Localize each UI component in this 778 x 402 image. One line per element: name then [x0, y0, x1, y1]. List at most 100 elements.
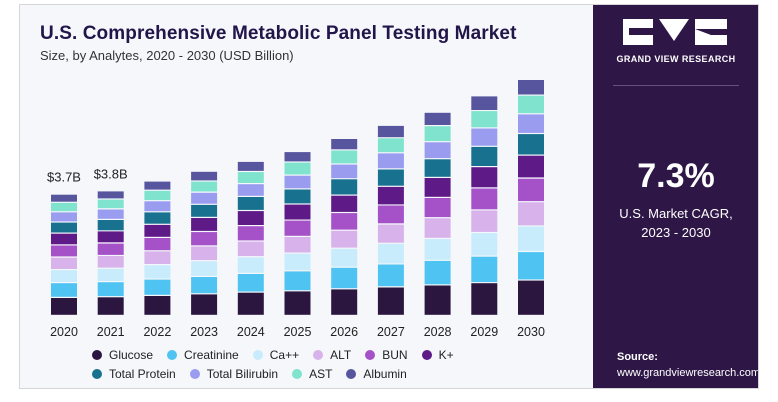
bar-segment-2020-ast	[51, 202, 77, 212]
cagr-label-line1: U.S. Market CAGR,	[619, 206, 733, 221]
bar-segment-2025-albumin	[284, 152, 311, 162]
bar-segment-2025-k-	[284, 204, 311, 220]
chart-panel: U.S. Comprehensive Metabolic Panel Testi…	[20, 5, 593, 388]
legend-item-alt: ALT	[313, 348, 351, 362]
bar-segment-2026-creatinine	[331, 267, 358, 289]
bar-segment-2027-creatinine	[377, 264, 404, 287]
bar-segment-2026-bun	[331, 213, 358, 230]
bar-segment-2023-creatinine	[191, 277, 218, 294]
bar-segment-2025-ca-	[284, 253, 311, 271]
bar-segment-2027-total-bilirubin	[377, 153, 404, 169]
legend-item-total-protein: Total Protein	[92, 367, 176, 381]
legend-label: Glucose	[109, 348, 154, 362]
bar-segment-2022-bun	[144, 238, 171, 251]
bar-segment-2030-creatinine	[518, 252, 544, 280]
bar-segment-2027-total-protein	[377, 169, 404, 186]
bar-segment-2021-ca-	[97, 268, 124, 281]
bar-segment-2023-total-protein	[191, 204, 218, 217]
bar-segment-2023-ca-	[191, 261, 218, 276]
bar-segment-2028-ca-	[424, 239, 451, 260]
bar-segment-2024-k-	[237, 211, 264, 225]
x-tick-label: 2026	[330, 325, 358, 339]
bar-segment-2021-total-protein	[97, 220, 124, 231]
legend-item-ast: AST	[292, 367, 332, 381]
bar-segment-2030-ast	[518, 95, 544, 114]
bar-segment-2023-bun	[191, 232, 218, 246]
bar-segment-2027-ast	[377, 138, 404, 153]
bar-segment-2020-glucose	[51, 298, 77, 315]
bar-segment-2026-ca-	[331, 248, 358, 267]
bar-segment-2020-total-bilirubin	[51, 212, 77, 222]
bar-segment-2022-alt	[144, 251, 171, 264]
legend-swatch	[92, 369, 102, 379]
bar-segment-2024-total-protein	[237, 197, 264, 210]
bar-segment-2024-alt	[237, 241, 264, 257]
bar-segment-2029-bun	[471, 188, 498, 210]
legend-swatch	[167, 350, 178, 360]
bar-segment-2028-ast	[424, 126, 451, 142]
bar-segment-2030-ca-	[518, 226, 544, 251]
bar-segment-2022-ca-	[144, 265, 171, 279]
x-tick-label: 2023	[190, 325, 218, 339]
legend-swatch	[189, 369, 200, 379]
legend-swatch	[365, 350, 376, 360]
legend-item-creatinine: Creatinine	[167, 348, 239, 362]
x-tick-label: 2030	[517, 325, 545, 339]
bar-segment-2023-ast	[191, 181, 218, 192]
legend-label: Total Bilirubin	[206, 367, 279, 381]
stacked-bar-chart: 2020 2021 2022 2023 2024 2025 2026 2027 2028 2029…	[47, 80, 545, 339]
bar-segment-2022-creatinine	[144, 279, 171, 295]
bar-segment-2026-glucose	[331, 289, 358, 315]
bar-segment-2024-creatinine	[237, 274, 264, 292]
bar-segment-2028-glucose	[424, 285, 451, 315]
bar-segment-2021-k-	[97, 231, 124, 243]
bar-segment-2022-total-bilirubin	[144, 201, 171, 212]
cagr-label-line2: 2023 - 2030	[641, 225, 711, 240]
source-url[interactable]: www.grandviewresearch.com	[617, 367, 759, 379]
cagr-label: U.S. Market CAGR, 2023 - 2030	[593, 204, 758, 242]
bar-segment-2022-albumin	[144, 181, 171, 190]
bar-segment-2028-creatinine	[424, 260, 451, 285]
bar-segment-2026-albumin	[331, 139, 358, 150]
bar-segment-2029-ca-	[471, 233, 498, 256]
x-tick-label: 2025	[284, 325, 312, 339]
bar-segment-2021-glucose	[97, 297, 124, 315]
legend-row-1: Glucose Creatinine Ca++ ALT BUN K+	[92, 348, 468, 362]
bar-segment-2027-k-	[377, 186, 404, 205]
bar-segment-2021-ast	[97, 199, 124, 209]
cagr-value: 7.3%	[637, 157, 715, 195]
bar-segment-2021-bun	[97, 243, 124, 255]
x-tick-label: 2022	[143, 325, 171, 339]
legend-swatch	[421, 350, 432, 360]
legend-row-2: Total Protein Total Bilirubin AST Albumin	[92, 367, 421, 381]
bar-segment-2020-k-	[51, 233, 77, 245]
x-tick-label: 2024	[237, 325, 265, 339]
legend-label: Total Protein	[109, 367, 176, 381]
bar-segment-2026-total-protein	[331, 179, 358, 195]
bar-segment-2022-total-protein	[144, 212, 171, 224]
legend-item-albumin: Albumin	[346, 367, 407, 381]
bar-segment-2025-alt	[284, 237, 311, 253]
bar-segment-2026-alt	[331, 230, 358, 248]
bar-segment-2021-albumin	[97, 191, 124, 199]
bar-segment-2029-albumin	[471, 96, 498, 110]
bar-segment-2026-ast	[331, 150, 358, 164]
bar-segment-2022-glucose	[144, 296, 171, 315]
bar-segment-2028-k-	[424, 178, 451, 197]
legend-label: K+	[438, 348, 454, 362]
bar-segment-2020-ca-	[51, 270, 77, 282]
legend-swatch	[252, 350, 263, 360]
x-tick-label: 2020	[50, 325, 78, 339]
bar-segment-2025-bun	[284, 220, 311, 236]
bar-segment-2027-alt	[377, 224, 404, 243]
bar-segment-2021-total-bilirubin	[97, 209, 124, 219]
bar-segment-2028-albumin	[424, 112, 451, 125]
bar-segment-2025-ast	[284, 162, 311, 175]
bar-segment-2023-glucose	[191, 294, 218, 315]
bar-segment-2030-k-	[518, 155, 544, 178]
divider	[613, 85, 739, 86]
bar-segment-2024-glucose	[237, 292, 264, 315]
bar-segment-2020-creatinine	[51, 283, 77, 297]
legend-swatch	[346, 369, 357, 379]
bar-segment-2029-creatinine	[471, 256, 498, 283]
